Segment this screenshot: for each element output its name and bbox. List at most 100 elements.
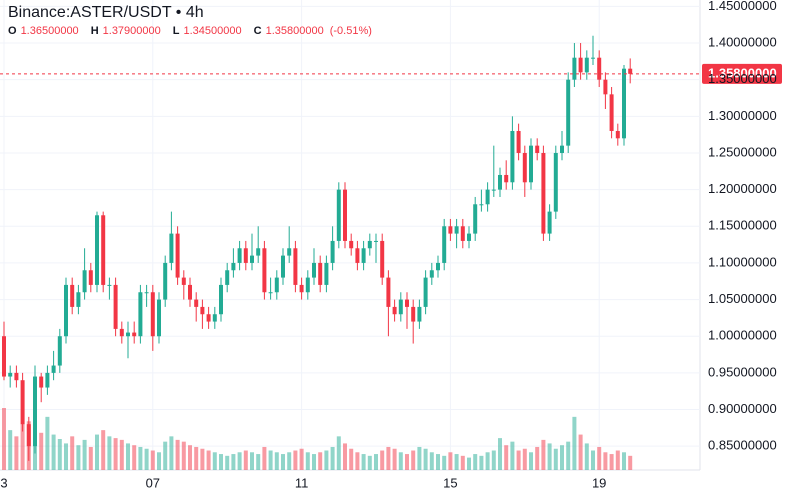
volume-bar: [200, 448, 205, 470]
candle-body: [237, 248, 242, 263]
candle-body: [281, 255, 285, 278]
candle-body: [560, 145, 564, 153]
candle-body: [138, 292, 143, 337]
candle-body: [287, 248, 292, 256]
volume-bar: [262, 446, 267, 470]
candle-body: [70, 284, 75, 307]
volume-bar: [603, 452, 608, 470]
candle-body: [479, 204, 484, 206]
candle-body: [231, 262, 236, 271]
volume-bar: [566, 441, 571, 470]
candle-body: [467, 233, 471, 241]
x-tick-label: 15: [443, 475, 457, 490]
candle-body: [163, 262, 168, 300]
volume-bar: [448, 452, 453, 470]
volume-bar: [231, 454, 236, 470]
candle-body: [2, 336, 6, 377]
volume-bar: [144, 448, 149, 470]
candle-body: [274, 277, 279, 293]
legend-key: H: [91, 25, 99, 37]
candle-body: [541, 152, 546, 234]
volume-bar: [132, 445, 137, 470]
y-tick-label: 0.95000000: [708, 364, 777, 379]
volume-bar: [113, 438, 118, 470]
volume-bar: [547, 443, 552, 470]
volume-bar: [386, 446, 391, 470]
volume-bar: [405, 454, 409, 470]
volume-bar: [181, 441, 186, 470]
candle-body: [20, 380, 25, 425]
candle-body: [578, 57, 583, 73]
candle-body: [119, 328, 124, 337]
candle-body: [299, 284, 304, 293]
candle-body: [256, 248, 261, 256]
candle-body: [491, 189, 496, 191]
candle-body: [572, 57, 577, 80]
candle-body: [82, 270, 87, 293]
volume-bar: [225, 455, 230, 470]
chart-title: Binance:ASTER/USDT • 4h: [8, 4, 204, 21]
volume-bar: [578, 434, 583, 470]
volume-bar: [101, 430, 106, 470]
volume-bar: [392, 448, 397, 470]
legend-value: 1.34500000: [184, 25, 242, 37]
volume-bar: [51, 434, 56, 470]
candle-body: [392, 306, 397, 315]
candle-body: [107, 284, 112, 286]
volume-bar: [522, 448, 527, 470]
y-tick-label: 1.00000000: [708, 328, 777, 343]
y-tick-label: 1.10000000: [708, 254, 777, 269]
volume-bar: [460, 455, 465, 470]
last-price-box: [702, 63, 782, 84]
candle-body: [95, 215, 99, 285]
volume-bar: [312, 454, 316, 470]
volume-bar: [398, 452, 403, 470]
volume-bar: [510, 441, 515, 470]
candle-body: [516, 130, 521, 153]
candle-body: [460, 226, 465, 241]
legend-key: C: [254, 25, 262, 37]
candle-body: [609, 94, 614, 131]
candle-body: [200, 306, 205, 315]
volume-bar: [411, 450, 416, 470]
volume-bar: [380, 450, 385, 470]
volume-bar: [436, 454, 440, 470]
candle-body: [411, 306, 416, 322]
candle-body: [88, 270, 93, 285]
volume-bar: [485, 452, 490, 470]
volume-bar: [293, 450, 298, 470]
volume-bar: [194, 446, 199, 470]
volume-bar: [20, 423, 25, 470]
volume-bar: [175, 439, 180, 470]
volume-bar: [169, 436, 174, 470]
volume-bar: [429, 452, 434, 470]
volume-bar: [442, 455, 447, 470]
candle-body: [553, 152, 558, 212]
y-tick-label: 0.90000000: [708, 401, 777, 416]
volume-bar: [39, 432, 44, 470]
volume-bar: [516, 450, 521, 470]
volume-bar: [473, 454, 478, 470]
candle-body: [293, 248, 298, 285]
volume-bar: [553, 448, 558, 470]
volume-bar: [243, 450, 248, 470]
x-tick-label: 11: [295, 475, 309, 490]
y-tick-label: 1.40000000: [708, 34, 777, 49]
candle-body: [405, 299, 409, 307]
candle-body: [188, 284, 192, 300]
volume-bar: [163, 441, 168, 470]
candle-body: [132, 332, 137, 337]
volume-bar: [355, 452, 360, 470]
candles: [2, 35, 633, 461]
volume-bar: [88, 446, 93, 470]
volume-bar: [268, 450, 273, 470]
volume-bar: [299, 448, 304, 470]
volume-bar: [126, 443, 130, 470]
volume-bar: [622, 452, 626, 470]
candle-body: [175, 233, 180, 278]
candle-body: [522, 152, 527, 183]
candle-body: [324, 262, 329, 285]
volume-bar: [597, 446, 602, 470]
candle-body: [597, 57, 602, 80]
volume-bar: [336, 436, 341, 470]
